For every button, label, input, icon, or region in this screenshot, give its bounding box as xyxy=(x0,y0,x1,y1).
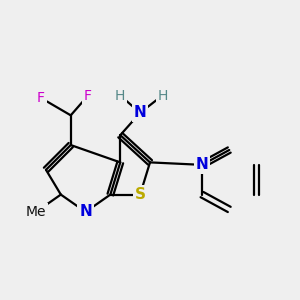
Text: N: N xyxy=(196,158,208,172)
Text: F: F xyxy=(84,88,92,103)
Text: N: N xyxy=(134,105,146,120)
Text: H: H xyxy=(157,88,168,103)
Text: S: S xyxy=(135,187,146,202)
Text: F: F xyxy=(37,91,45,105)
Text: H: H xyxy=(115,88,125,103)
Text: N: N xyxy=(79,204,92,219)
Text: Me: Me xyxy=(26,205,46,219)
